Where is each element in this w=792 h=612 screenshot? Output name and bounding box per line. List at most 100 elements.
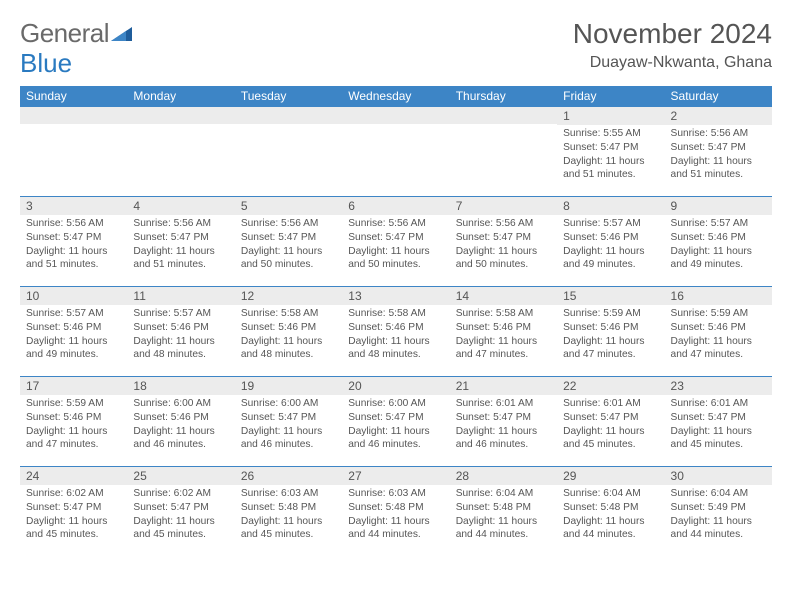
day-cell: 19Sunrise: 6:00 AMSunset: 5:47 PMDayligh… — [235, 377, 342, 467]
daylight-text: Daylight: 11 hours and 49 minutes. — [671, 245, 766, 273]
sunrise-text: Sunrise: 5:57 AM — [563, 217, 658, 231]
sunset-text: Sunset: 5:46 PM — [563, 321, 658, 335]
sunset-text: Sunset: 5:46 PM — [133, 321, 228, 335]
day-body: Sunrise: 5:57 AMSunset: 5:46 PMDaylight:… — [127, 305, 234, 366]
sunset-text: Sunset: 5:46 PM — [671, 231, 766, 245]
sunrise-text: Sunrise: 6:03 AM — [241, 487, 336, 501]
title-block: November 2024 Duayaw-Nkwanta, Ghana — [573, 18, 772, 72]
sunrise-text: Sunrise: 6:00 AM — [241, 397, 336, 411]
day-body: Sunrise: 5:58 AMSunset: 5:46 PMDaylight:… — [342, 305, 449, 366]
day-cell: 3Sunrise: 5:56 AMSunset: 5:47 PMDaylight… — [20, 197, 127, 287]
day-cell: 24Sunrise: 6:02 AMSunset: 5:47 PMDayligh… — [20, 467, 127, 557]
day-cell: 4Sunrise: 5:56 AMSunset: 5:47 PMDaylight… — [127, 197, 234, 287]
page-header: General November 2024 Duayaw-Nkwanta, Gh… — [20, 18, 772, 72]
daylight-text: Daylight: 11 hours and 50 minutes. — [348, 245, 443, 273]
day-cell — [450, 107, 557, 197]
day-number: 18 — [127, 377, 234, 395]
sunset-text: Sunset: 5:47 PM — [563, 141, 658, 155]
day-body: Sunrise: 5:56 AMSunset: 5:47 PMDaylight:… — [127, 215, 234, 276]
daylight-text: Daylight: 11 hours and 47 minutes. — [26, 425, 121, 453]
sunset-text: Sunset: 5:46 PM — [563, 231, 658, 245]
sunrise-text: Sunrise: 5:58 AM — [456, 307, 551, 321]
day-number: 7 — [450, 197, 557, 215]
week-row: 1Sunrise: 5:55 AMSunset: 5:47 PMDaylight… — [20, 107, 772, 197]
sunset-text: Sunset: 5:48 PM — [456, 501, 551, 515]
daylight-text: Daylight: 11 hours and 51 minutes. — [26, 245, 121, 273]
day-body: Sunrise: 6:02 AMSunset: 5:47 PMDaylight:… — [20, 485, 127, 546]
daylight-text: Daylight: 11 hours and 44 minutes. — [671, 515, 766, 543]
sunrise-text: Sunrise: 6:04 AM — [671, 487, 766, 501]
daylight-text: Daylight: 11 hours and 44 minutes. — [456, 515, 551, 543]
day-cell — [235, 107, 342, 197]
day-cell: 6Sunrise: 5:56 AMSunset: 5:47 PMDaylight… — [342, 197, 449, 287]
day-cell: 28Sunrise: 6:04 AMSunset: 5:48 PMDayligh… — [450, 467, 557, 557]
day-number: 6 — [342, 197, 449, 215]
sunset-text: Sunset: 5:47 PM — [26, 231, 121, 245]
daylight-text: Daylight: 11 hours and 48 minutes. — [348, 335, 443, 363]
daylight-text: Daylight: 11 hours and 46 minutes. — [133, 425, 228, 453]
daylight-text: Daylight: 11 hours and 47 minutes. — [456, 335, 551, 363]
day-number: 21 — [450, 377, 557, 395]
day-number — [342, 107, 449, 124]
sunset-text: Sunset: 5:47 PM — [133, 501, 228, 515]
sunrise-text: Sunrise: 5:56 AM — [241, 217, 336, 231]
daylight-text: Daylight: 11 hours and 46 minutes. — [241, 425, 336, 453]
sunrise-text: Sunrise: 5:56 AM — [671, 127, 766, 141]
daylight-text: Daylight: 11 hours and 45 minutes. — [671, 425, 766, 453]
day-body: Sunrise: 6:00 AMSunset: 5:46 PMDaylight:… — [127, 395, 234, 456]
day-body: Sunrise: 5:58 AMSunset: 5:46 PMDaylight:… — [450, 305, 557, 366]
week-row: 3Sunrise: 5:56 AMSunset: 5:47 PMDaylight… — [20, 197, 772, 287]
day-cell: 7Sunrise: 5:56 AMSunset: 5:47 PMDaylight… — [450, 197, 557, 287]
day-cell — [342, 107, 449, 197]
day-number: 5 — [235, 197, 342, 215]
dow-wed: Wednesday — [342, 86, 449, 106]
sunrise-text: Sunrise: 6:01 AM — [456, 397, 551, 411]
day-number: 22 — [557, 377, 664, 395]
sunset-text: Sunset: 5:46 PM — [26, 411, 121, 425]
sunrise-text: Sunrise: 6:01 AM — [671, 397, 766, 411]
sunset-text: Sunset: 5:49 PM — [671, 501, 766, 515]
day-cell: 27Sunrise: 6:03 AMSunset: 5:48 PMDayligh… — [342, 467, 449, 557]
day-body: Sunrise: 6:01 AMSunset: 5:47 PMDaylight:… — [557, 395, 664, 456]
daylight-text: Daylight: 11 hours and 50 minutes. — [241, 245, 336, 273]
day-cell: 23Sunrise: 6:01 AMSunset: 5:47 PMDayligh… — [665, 377, 772, 467]
day-cell — [127, 107, 234, 197]
day-body: Sunrise: 5:59 AMSunset: 5:46 PMDaylight:… — [20, 395, 127, 456]
dow-mon: Monday — [127, 86, 234, 106]
day-number: 14 — [450, 287, 557, 305]
sunrise-text: Sunrise: 5:58 AM — [241, 307, 336, 321]
sunrise-text: Sunrise: 6:01 AM — [563, 397, 658, 411]
day-number: 20 — [342, 377, 449, 395]
sunset-text: Sunset: 5:48 PM — [241, 501, 336, 515]
day-number: 4 — [127, 197, 234, 215]
day-cell — [20, 107, 127, 197]
day-body: Sunrise: 5:57 AMSunset: 5:46 PMDaylight:… — [20, 305, 127, 366]
day-cell: 17Sunrise: 5:59 AMSunset: 5:46 PMDayligh… — [20, 377, 127, 467]
daylight-text: Daylight: 11 hours and 45 minutes. — [133, 515, 228, 543]
day-body: Sunrise: 5:56 AMSunset: 5:47 PMDaylight:… — [665, 125, 772, 186]
sunrise-text: Sunrise: 5:59 AM — [563, 307, 658, 321]
day-body: Sunrise: 5:56 AMSunset: 5:47 PMDaylight:… — [20, 215, 127, 276]
sunset-text: Sunset: 5:46 PM — [456, 321, 551, 335]
sunset-text: Sunset: 5:47 PM — [671, 411, 766, 425]
sunrise-text: Sunrise: 5:56 AM — [348, 217, 443, 231]
sunrise-text: Sunrise: 5:56 AM — [133, 217, 228, 231]
day-cell: 20Sunrise: 6:00 AMSunset: 5:47 PMDayligh… — [342, 377, 449, 467]
day-number: 9 — [665, 197, 772, 215]
sunset-text: Sunset: 5:47 PM — [241, 411, 336, 425]
day-cell: 5Sunrise: 5:56 AMSunset: 5:47 PMDaylight… — [235, 197, 342, 287]
dow-sat: Saturday — [665, 86, 772, 106]
sunrise-text: Sunrise: 6:04 AM — [456, 487, 551, 501]
day-body: Sunrise: 6:02 AMSunset: 5:47 PMDaylight:… — [127, 485, 234, 546]
day-number: 17 — [20, 377, 127, 395]
day-body: Sunrise: 6:00 AMSunset: 5:47 PMDaylight:… — [235, 395, 342, 456]
day-cell: 2Sunrise: 5:56 AMSunset: 5:47 PMDaylight… — [665, 107, 772, 197]
sunrise-text: Sunrise: 5:56 AM — [456, 217, 551, 231]
day-number — [20, 107, 127, 124]
day-body: Sunrise: 6:00 AMSunset: 5:47 PMDaylight:… — [342, 395, 449, 456]
day-body: Sunrise: 6:04 AMSunset: 5:48 PMDaylight:… — [557, 485, 664, 546]
day-number: 3 — [20, 197, 127, 215]
day-body: Sunrise: 5:55 AMSunset: 5:47 PMDaylight:… — [557, 125, 664, 186]
day-cell: 11Sunrise: 5:57 AMSunset: 5:46 PMDayligh… — [127, 287, 234, 377]
day-cell: 9Sunrise: 5:57 AMSunset: 5:46 PMDaylight… — [665, 197, 772, 287]
